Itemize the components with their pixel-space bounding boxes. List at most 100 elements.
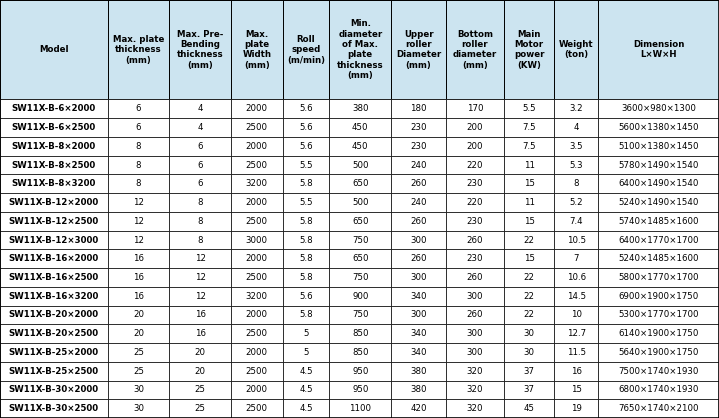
Text: 3200: 3200 — [246, 292, 268, 301]
Text: 230: 230 — [411, 142, 427, 151]
Bar — [391, 137, 446, 155]
Bar — [504, 287, 554, 306]
Bar — [446, 174, 504, 193]
Bar — [554, 231, 598, 250]
Text: 6: 6 — [136, 104, 142, 113]
Text: SW11X-B-12×2500: SW11X-B-12×2500 — [9, 217, 99, 226]
Bar — [446, 268, 504, 287]
Bar — [391, 380, 446, 399]
Bar — [598, 343, 719, 362]
Bar — [108, 399, 170, 418]
Bar — [283, 155, 329, 174]
Text: 15: 15 — [571, 385, 582, 395]
Text: 37: 37 — [523, 385, 535, 395]
Bar — [598, 324, 719, 343]
Bar — [108, 99, 170, 118]
Text: 15: 15 — [523, 254, 535, 263]
Text: 10.6: 10.6 — [567, 273, 586, 282]
Text: SW11X-B-20×2000: SW11X-B-20×2000 — [9, 311, 99, 319]
Text: 5.8: 5.8 — [299, 217, 313, 226]
Text: 340: 340 — [411, 329, 427, 338]
Bar — [283, 324, 329, 343]
Text: 6400×1770×1700: 6400×1770×1700 — [618, 235, 699, 245]
Bar — [598, 380, 719, 399]
Bar — [504, 250, 554, 268]
Bar — [329, 0, 391, 99]
Bar — [391, 118, 446, 137]
Text: 2000: 2000 — [246, 104, 268, 113]
Bar — [0, 0, 108, 99]
Bar — [231, 250, 283, 268]
Bar — [329, 231, 391, 250]
Bar — [170, 231, 231, 250]
Text: 5.8: 5.8 — [299, 235, 313, 245]
Bar — [0, 250, 108, 268]
Bar — [0, 212, 108, 231]
Bar — [0, 287, 108, 306]
Text: 12: 12 — [133, 217, 144, 226]
Text: 8: 8 — [136, 179, 142, 188]
Bar — [170, 324, 231, 343]
Bar — [170, 250, 231, 268]
Bar — [283, 287, 329, 306]
Text: 11.5: 11.5 — [567, 348, 586, 357]
Bar — [391, 99, 446, 118]
Bar — [329, 137, 391, 155]
Bar — [170, 193, 231, 212]
Bar — [446, 343, 504, 362]
Bar — [598, 268, 719, 287]
Text: 6: 6 — [198, 142, 203, 151]
Bar — [598, 118, 719, 137]
Text: 11: 11 — [523, 161, 535, 170]
Text: SW11X-B-16×3200: SW11X-B-16×3200 — [9, 292, 99, 301]
Bar — [108, 155, 170, 174]
Text: 2500: 2500 — [246, 404, 268, 413]
Text: 850: 850 — [352, 329, 369, 338]
Bar — [504, 137, 554, 155]
Bar — [446, 306, 504, 324]
Bar — [231, 380, 283, 399]
Bar — [554, 174, 598, 193]
Text: 1100: 1100 — [349, 404, 371, 413]
Bar — [231, 287, 283, 306]
Text: 750: 750 — [352, 311, 369, 319]
Bar — [329, 99, 391, 118]
Bar — [554, 212, 598, 231]
Text: Min.
diameter
of Max.
plate
thickness
(mm): Min. diameter of Max. plate thickness (m… — [337, 19, 384, 80]
Bar — [329, 250, 391, 268]
Bar — [446, 137, 504, 155]
Bar — [554, 343, 598, 362]
Bar — [108, 0, 170, 99]
Bar — [108, 193, 170, 212]
Text: 4: 4 — [198, 123, 203, 132]
Text: 200: 200 — [467, 142, 483, 151]
Bar — [391, 324, 446, 343]
Text: 230: 230 — [467, 179, 483, 188]
Bar — [598, 362, 719, 380]
Text: 2500: 2500 — [246, 329, 268, 338]
Bar — [283, 343, 329, 362]
Text: 22: 22 — [523, 235, 535, 245]
Text: 14.5: 14.5 — [567, 292, 586, 301]
Text: SW11X-B-8×2500: SW11X-B-8×2500 — [12, 161, 96, 170]
Text: 5740×1485×1600: 5740×1485×1600 — [618, 217, 699, 226]
Text: 7.4: 7.4 — [569, 217, 583, 226]
Text: 8: 8 — [136, 142, 142, 151]
Bar — [231, 0, 283, 99]
Text: 6800×1740×1930: 6800×1740×1930 — [618, 385, 699, 395]
Text: 25: 25 — [133, 348, 144, 357]
Bar — [504, 362, 554, 380]
Text: 5780×1490×1540: 5780×1490×1540 — [618, 161, 699, 170]
Bar — [170, 287, 231, 306]
Text: 320: 320 — [467, 385, 483, 395]
Text: 10: 10 — [571, 311, 582, 319]
Bar — [446, 0, 504, 99]
Text: 220: 220 — [467, 198, 483, 207]
Text: 260: 260 — [467, 273, 483, 282]
Text: SW11X-B-8×3200: SW11X-B-8×3200 — [12, 179, 96, 188]
Bar — [231, 212, 283, 231]
Text: 6900×1900×1750: 6900×1900×1750 — [618, 292, 699, 301]
Bar — [231, 99, 283, 118]
Text: 260: 260 — [411, 179, 427, 188]
Bar — [391, 193, 446, 212]
